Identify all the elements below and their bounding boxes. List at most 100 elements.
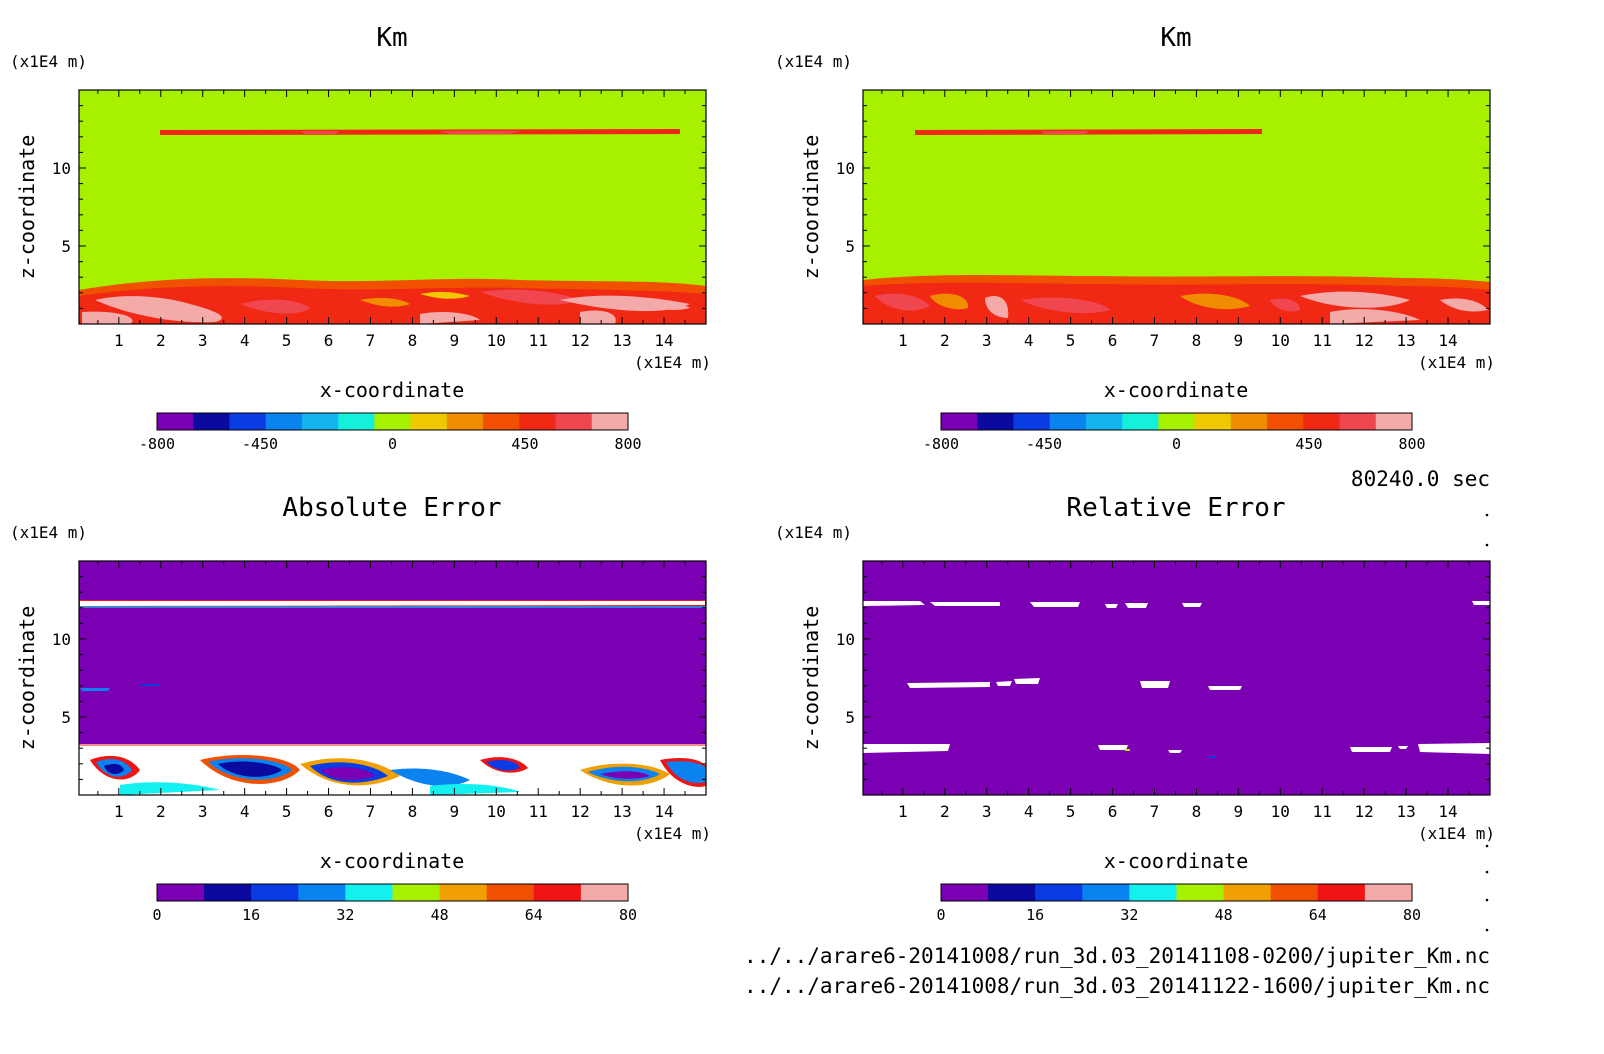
colorbar-swatch [157,884,205,901]
colorbar-swatch [193,413,230,430]
x-tick-label: 4 [240,802,250,821]
x-tick-label: 7 [1150,802,1160,821]
file-path-2: ../../arare6-20141008/run_3d.03_20141122… [744,974,1490,998]
y-axis-label: z-coordinate [15,606,39,751]
y-tick-label: 10 [836,630,855,649]
colorbar-tick-label: 800 [614,435,641,453]
colorbar-swatch [941,413,978,430]
x-tick-label: 8 [1192,331,1202,350]
colorbar-swatch [1194,413,1232,430]
x-tick-label: 10 [487,331,506,350]
colorbar-tick-label: -800 [923,435,959,453]
colorbar-tick-label: 64 [525,906,543,924]
colorbar-swatch [1176,884,1225,901]
x-tick-label: 9 [1234,331,1244,350]
x-tick-label: 5 [282,802,292,821]
colorbar-swatch [1230,413,1268,430]
x-tick-label: 11 [529,331,548,350]
y-tick-label: 5 [845,237,855,256]
colorbar-swatch [1303,413,1341,430]
colorbar-tick-label: 16 [242,906,260,924]
x-tick-label: 12 [1355,331,1374,350]
colorbar-tick-label: 64 [1309,906,1327,924]
x-tick-label: 1 [898,331,908,350]
colorbar-swatch [580,884,629,901]
colorbar-tick-label: 0 [936,906,945,924]
colorbar-tick-label: 16 [1026,906,1044,924]
x-tick-label: 8 [408,331,418,350]
colorbar-swatch [1049,413,1087,430]
colorbar-swatch [345,884,393,901]
x-axis-label: x-coordinate [320,849,465,873]
y-tick-label: 10 [836,159,855,178]
x-axis-label: x-coordinate [320,378,465,402]
colorbar-tick-label: -450 [242,435,278,453]
y-axis-label: z-coordinate [799,606,823,751]
x-tick-label: 3 [198,331,208,350]
colorbar-tick-label: 0 [388,435,397,453]
x-tick-label: 4 [240,331,250,350]
colorbar-tick-label: 80 [619,906,637,924]
heatmap-field [863,90,1490,324]
x-tick-label: 5 [1066,802,1076,821]
y-tick-label: 10 [52,159,71,178]
x-tick-label: 14 [654,331,673,350]
x-tick-label: 13 [612,331,631,350]
colorbar-tick-label: 450 [1295,435,1322,453]
colorbar-swatch [941,884,989,901]
colorbar-swatch [374,413,412,430]
x-tick-label: 6 [324,331,334,350]
colorbar-tick-label: 32 [1120,906,1138,924]
time-label: 80240.0 sec [1351,467,1490,491]
y-unit-label: (x1E4 m) [775,523,852,542]
x-tick-label: 12 [571,331,590,350]
colorbar-tick-label: 48 [431,906,449,924]
colorbar-swatch [446,413,484,430]
x-tick-label: 4 [1024,331,1034,350]
colorbar-swatch [251,884,299,901]
panel-absolute-error: Absolute Error (x1E4 m) [10,493,711,924]
x-tick-label: 13 [1396,802,1415,821]
x-tick-label: 9 [450,331,460,350]
x-tick-label: 7 [366,802,376,821]
colorbar-swatch [410,413,448,430]
colorbar-swatch [1317,884,1366,901]
colorbar-swatch [1129,884,1177,901]
colorbar-swatch [486,884,535,901]
colorbar-swatch [533,884,582,901]
colorbar-swatch [1085,413,1123,430]
colorbar: 0 16 32 48 64 80 [936,883,1421,924]
x-tick-label: 2 [156,802,166,821]
colorbar-swatch [1270,884,1319,901]
x-tick-label: 8 [1192,802,1202,821]
x-tick-label: 10 [487,802,506,821]
x-tick-label: 14 [1438,331,1457,350]
x-axis-label: x-coordinate [1104,378,1249,402]
x-tick-label: 11 [1313,331,1332,350]
colorbar-swatch [439,884,488,901]
x-tick-label: 1 [114,802,124,821]
colorbar-tick-label: 0 [152,906,161,924]
colorbar-swatch [1035,884,1083,901]
y-tick-label: 10 [52,630,71,649]
colorbar-swatch [977,413,1014,430]
x-tick-label: 6 [1108,331,1118,350]
x-tick-label: 10 [1271,331,1290,350]
colorbar-swatch [1364,884,1413,901]
colorbar-swatch [301,413,339,430]
x-tick-label: 11 [1313,802,1332,821]
panel-title: Absolute Error [282,493,501,523]
colorbar-swatch [1375,413,1413,430]
y-unit-label: (x1E4 m) [10,523,87,542]
x-tick-label: 9 [450,802,460,821]
y-axis-label: z-coordinate [799,135,823,280]
y-tick-label: 5 [61,708,71,727]
x-tick-label: 5 [1066,331,1076,350]
x-tick-label: 6 [1108,802,1118,821]
heatmap-field [863,561,1490,795]
x-tick-label: 3 [982,802,992,821]
heatmap-field [79,561,706,795]
